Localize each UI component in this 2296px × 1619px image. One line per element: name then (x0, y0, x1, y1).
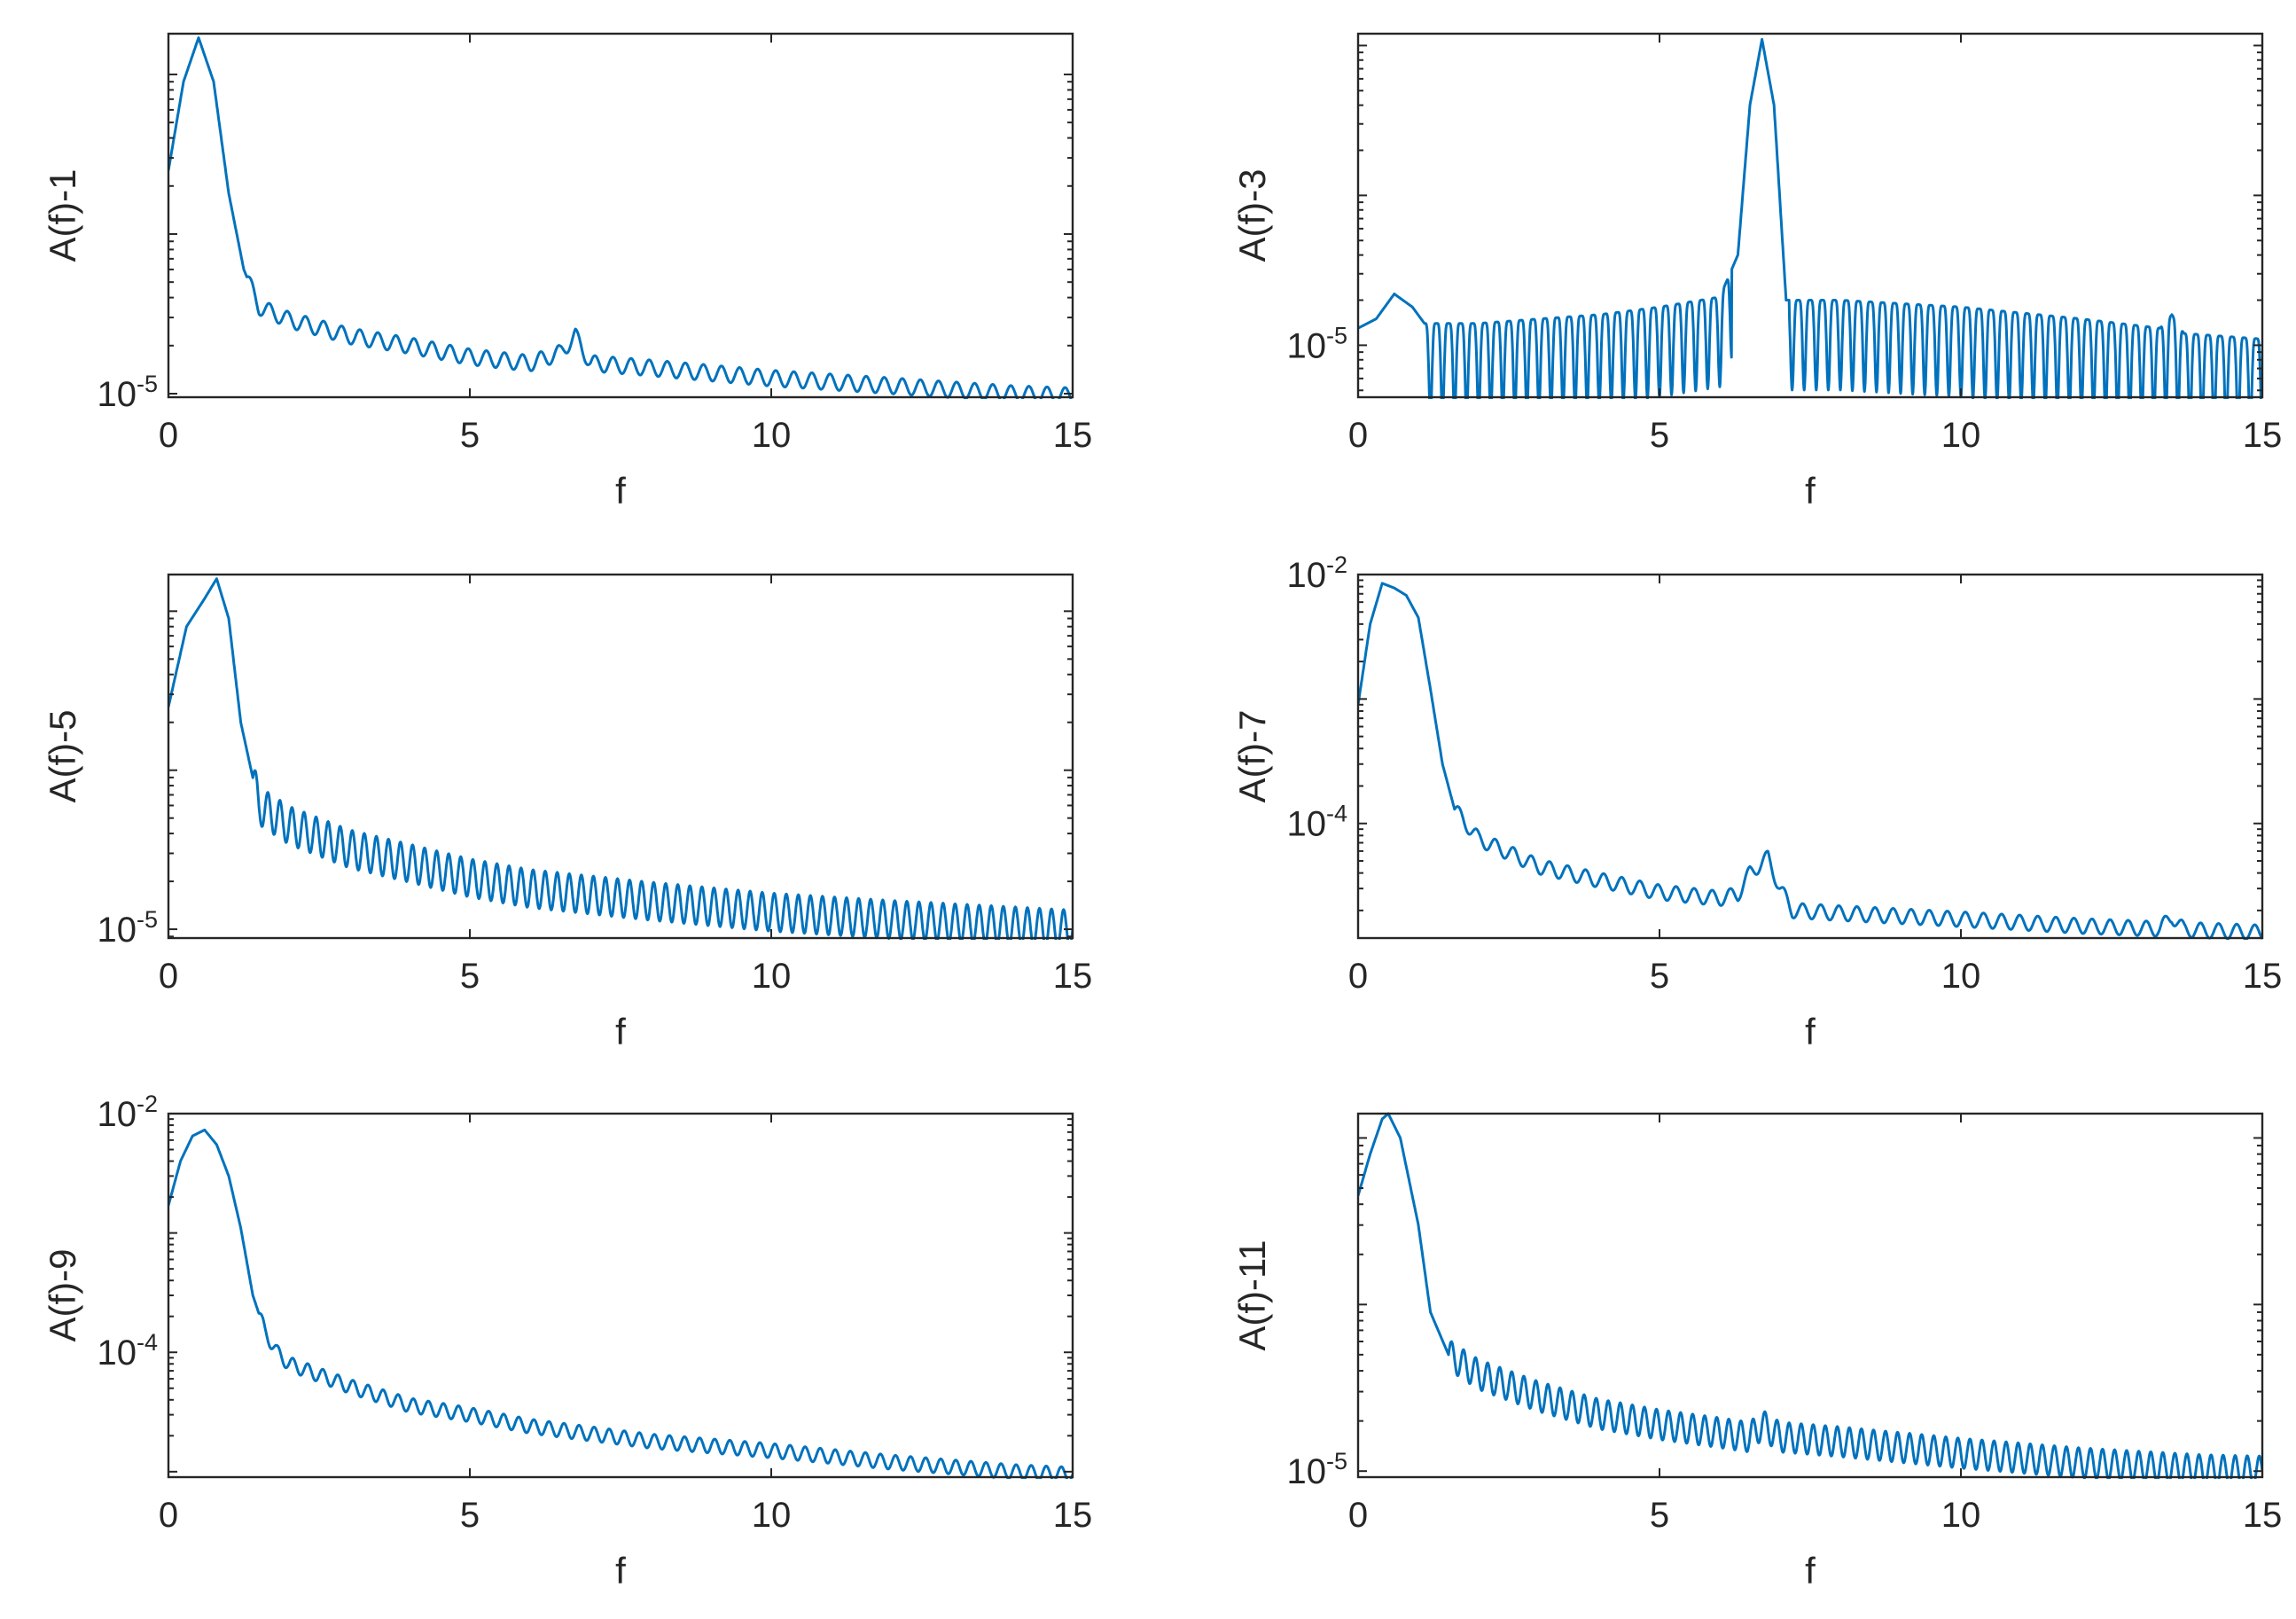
x-tick-label: 5 (1650, 957, 1669, 996)
x-tick-label: 5 (1650, 416, 1669, 455)
x-tick-label: 0 (1348, 1496, 1368, 1535)
x-tick-label: 10 (752, 957, 792, 996)
axes-box-3 (167, 573, 1074, 940)
series-line-5 (168, 1128, 1073, 1479)
x-axis-label: f (615, 1011, 626, 1052)
x-tick-label: 10 (1941, 957, 1981, 996)
x-tick-label: 5 (460, 957, 480, 996)
y-tick-label: 10-5 (97, 906, 158, 950)
x-tick-label: 15 (2243, 416, 2283, 455)
x-tick-label: 5 (460, 1496, 480, 1535)
x-tick-label: 15 (1053, 957, 1093, 996)
y-tick-label: 10-4 (97, 1329, 158, 1373)
y-tick-label: 10-2 (97, 1091, 158, 1134)
x-tick-label: 0 (159, 1496, 178, 1535)
series-line-1 (168, 36, 1073, 399)
x-tick-label: 0 (159, 957, 178, 996)
y-tick-label: 10-2 (1286, 551, 1347, 595)
subplot-1: 0 5 10 15 10-5 f A(f)-1 (42, 32, 1093, 512)
x-axis-label: f (1805, 1550, 1816, 1592)
x-tick-label: 0 (1348, 957, 1368, 996)
x-axis-label: f (615, 470, 626, 512)
x-tick-label: 15 (1053, 416, 1093, 455)
y-tick-label: 10-4 (1286, 801, 1347, 844)
x-tick-label: 10 (752, 1496, 792, 1535)
x-tick-label: 15 (1053, 1496, 1093, 1535)
subplot-4: 0 5 10 15 10-2 10-4 f A(f)-7 (1231, 551, 2282, 1052)
y-axis-label: A(f)-1 (42, 169, 83, 262)
x-tick-label: 5 (1650, 1496, 1669, 1535)
axes-box-2 (1356, 32, 2264, 399)
axes-box-5 (167, 1112, 1074, 1479)
x-axis-label: f (1805, 470, 1816, 512)
x-tick-label: 10 (752, 416, 792, 455)
series-line-4 (1358, 582, 2262, 940)
y-tick-label: 10-5 (1286, 322, 1347, 365)
y-tick-label: 10-5 (97, 371, 158, 414)
y-tick-label: 10-5 (1286, 1448, 1347, 1491)
y-axis-label: A(f)-5 (42, 710, 83, 803)
x-tick-label: 0 (159, 416, 178, 455)
axes-box-4 (1356, 573, 2264, 940)
axes-box-1 (167, 32, 1074, 399)
axes-box-6 (1356, 1112, 2264, 1479)
series-line-2 (1358, 37, 2262, 399)
subplot-2: 0 5 10 15 10-5 f A(f)-3 (1231, 32, 2283, 512)
series-line-3 (168, 577, 1073, 940)
subplot-3: 0 5 10 15 10-5 f A(f)-5 (42, 573, 1093, 1052)
x-tick-label: 10 (1941, 416, 1981, 455)
x-axis-label: f (615, 1550, 626, 1592)
series-line-6 (1358, 1112, 2262, 1479)
x-tick-label: 5 (460, 416, 480, 455)
x-tick-label: 15 (2243, 957, 2283, 996)
y-axis-label: A(f)-7 (1231, 710, 1273, 803)
y-axis-label: A(f)-3 (1231, 169, 1273, 262)
x-axis-label: f (1805, 1011, 1816, 1052)
subplot-6: 0 5 10 15 10-5 f A(f)-11 (1231, 1112, 2283, 1592)
y-axis-label: A(f)-9 (42, 1249, 83, 1342)
y-axis-label: A(f)-11 (1231, 1240, 1273, 1350)
x-tick-label: 0 (1348, 416, 1368, 455)
subplot-5: 0 5 10 15 10-2 10-4 f A(f)-9 (42, 1091, 1092, 1592)
x-tick-label: 15 (2243, 1496, 2283, 1535)
x-tick-label: 10 (1941, 1496, 1981, 1535)
